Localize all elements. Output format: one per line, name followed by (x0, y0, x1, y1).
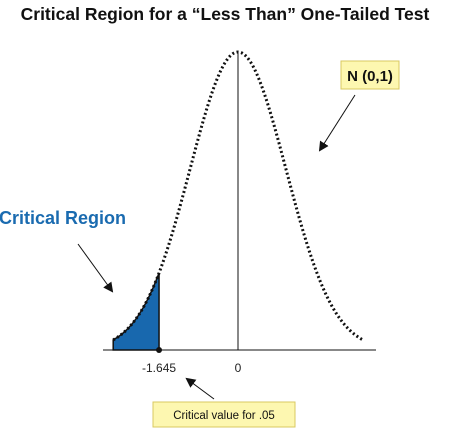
critical-value-marker (156, 347, 163, 353)
diagram-title: Critical Region for a “Less Than” One-Ta… (21, 4, 430, 24)
distribution-arrow (318, 94, 356, 152)
critical-region-area (112, 272, 160, 351)
tick-label-mean: 0 (235, 361, 242, 375)
distribution-label-box (340, 60, 400, 90)
critical-region-arrow (77, 243, 114, 293)
critical-value-arrow (185, 377, 215, 400)
critical-region-label: Critical Region (0, 208, 126, 228)
tick-label-critical: -1.645 (142, 361, 176, 375)
critical-value-label: Critical value for .05 (173, 410, 275, 422)
distribution-label: N (0,1) (347, 68, 393, 85)
critical-value-box (152, 401, 296, 428)
